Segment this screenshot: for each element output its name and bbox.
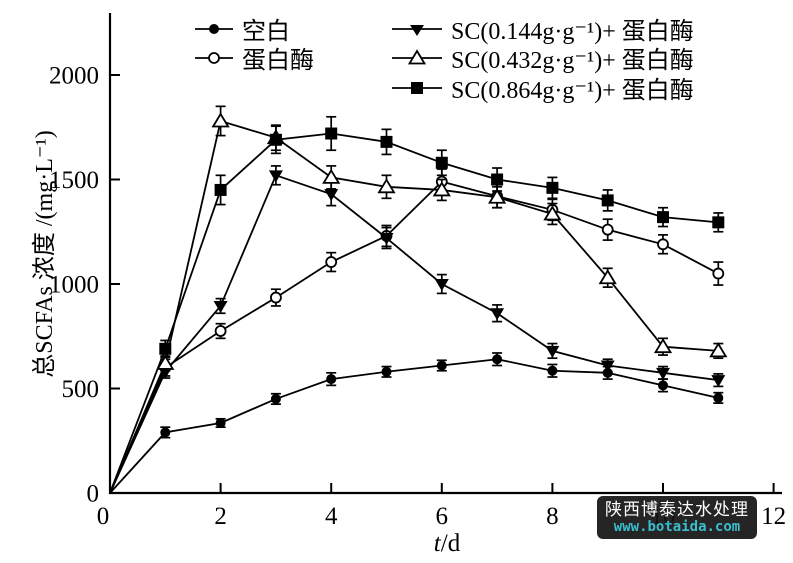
sc432-marker-t9	[598, 268, 617, 285]
legend-item-sc864: SC(0.864g·g⁻¹)+ 蛋白酶	[392, 73, 694, 104]
blank-marker-t7	[492, 354, 503, 365]
legend-label: SC(0.144g·g⁻¹)+ 蛋白酶	[451, 19, 694, 45]
sc144-marker-t10	[656, 367, 670, 380]
y-axis-title: 总SCFAs 浓度 /(mg·L⁻¹)	[32, 130, 58, 378]
filled-triangle-down-marker-icon	[392, 24, 442, 36]
y-tick-label: 1500	[49, 167, 99, 194]
x-axis-title: t/d	[412, 530, 482, 558]
blank-marker-t9	[602, 367, 613, 378]
blank-marker-t4	[326, 374, 337, 385]
protease-marker-t9	[601, 223, 614, 236]
open-circle-marker-icon	[195, 51, 233, 64]
filled-square-marker-icon	[392, 81, 442, 94]
legend-item-blank: 空白	[195, 14, 290, 45]
blank-marker-t10	[658, 380, 668, 391]
sc864-marker-t10	[657, 211, 669, 224]
sc432-marker-t6	[432, 181, 451, 197]
protease-marker-t2	[214, 325, 227, 337]
x-tick-label: 6	[436, 503, 449, 530]
sc144-line	[109, 174, 719, 494]
blank-marker-t3	[270, 393, 281, 404]
protease-marker-t4	[325, 256, 338, 268]
sc144-marker-t11	[711, 375, 726, 388]
blank-line	[109, 358, 719, 494]
legend-item-sc144: SC(0.144g·g⁻¹)+ 蛋白酶	[392, 14, 694, 45]
sc432-marker-t10	[653, 337, 673, 354]
sc144-marker-t4	[324, 189, 339, 202]
legend-label: SC(0.432g·g⁻¹)+ 蛋白酶	[451, 48, 694, 74]
x-axis-title-unit: /d	[440, 530, 461, 557]
sc864-marker-t4	[325, 127, 338, 140]
watermark-url: www.botaida.com	[613, 519, 741, 536]
watermark-company-name: 陕西博泰达水处理	[605, 499, 749, 519]
legend-label: SC(0.864g·g⁻¹)+ 蛋白酶	[451, 78, 694, 104]
protease-line	[109, 180, 719, 494]
sc432-marker-t7	[488, 188, 507, 204]
sc864-marker-t2	[214, 183, 227, 196]
blank-marker-t6	[436, 360, 447, 371]
sc144-marker-t9	[600, 360, 615, 373]
x-tick-label: 0	[97, 503, 110, 530]
sc432-marker-t4	[322, 168, 341, 184]
sc432-marker-t5	[377, 178, 396, 194]
x-axis-title-variable: t	[433, 530, 441, 557]
sc432-marker-t11	[709, 342, 728, 358]
sc864-marker-t11	[712, 216, 725, 229]
legend-item-protease: 蛋白酶	[195, 43, 314, 74]
protease-marker-t10	[657, 238, 669, 251]
sc144-marker-t2	[213, 300, 228, 313]
sc144-marker-t8	[545, 345, 560, 358]
sc864-marker-t8	[546, 181, 559, 194]
x-tick-label: 4	[325, 503, 338, 530]
open-triangle-up-marker-icon	[392, 48, 442, 64]
sc864-marker-t6	[435, 156, 448, 169]
blank-marker-t1	[160, 427, 171, 438]
y-tick-label: 0	[87, 481, 100, 508]
blank-marker-t11	[713, 392, 724, 403]
y-tick-label: 2000	[49, 63, 99, 90]
sc432-marker-t1	[156, 354, 175, 370]
sc864-marker-t9	[601, 194, 614, 207]
sc432-marker-t2	[211, 112, 230, 128]
x-tick-label: 12	[761, 503, 786, 530]
sc432-marker-t8	[543, 205, 562, 221]
x-tick-label: 2	[214, 503, 227, 530]
sc864-marker-t7	[491, 173, 504, 186]
sc144-marker-t6	[434, 279, 449, 291]
sc144-marker-t5	[379, 233, 394, 246]
protease-marker-t3	[269, 291, 282, 304]
blank-marker-t5	[381, 366, 392, 377]
y-tick-label: 1000	[49, 272, 99, 299]
sc864-marker-t3	[269, 133, 282, 146]
sc144-marker-t3	[268, 170, 283, 183]
legend-label: 空白	[242, 19, 290, 45]
sc864-marker-t5	[380, 135, 393, 148]
sc144-marker-t7	[490, 308, 505, 321]
blank-marker-t8	[547, 365, 558, 376]
sc864-marker-t1	[159, 342, 172, 355]
watermark-badge: 陕西博泰达水处理 www.botaida.com	[597, 496, 757, 539]
y-tick-label: 500	[62, 376, 100, 403]
protease-marker-t11	[712, 267, 725, 280]
sc432-line	[109, 119, 719, 494]
legend-item-sc432: SC(0.432g·g⁻¹)+ 蛋白酶	[392, 43, 694, 74]
blank-marker-t2	[215, 417, 226, 428]
sc864-line	[109, 132, 719, 494]
x-tick-label: 8	[546, 503, 559, 530]
filled-circle-marker-icon	[195, 23, 233, 34]
legend-label: 蛋白酶	[242, 48, 314, 74]
